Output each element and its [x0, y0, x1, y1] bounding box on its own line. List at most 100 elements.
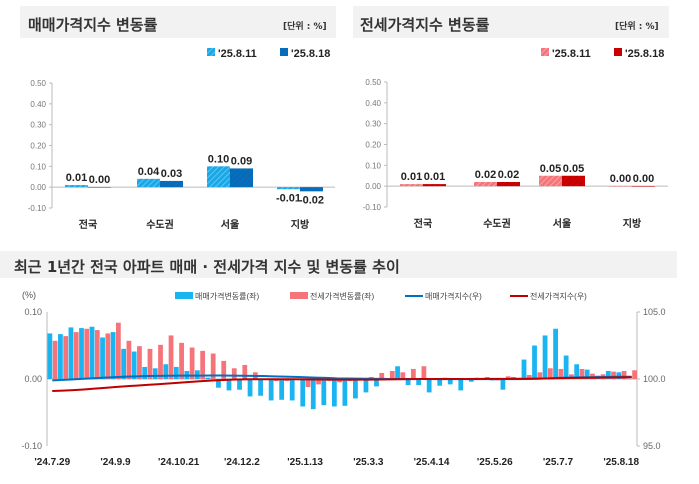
y-tick-label: 0.40 — [365, 99, 381, 108]
legend-label: 매매가격지수(우) — [425, 291, 482, 301]
jeonse-unit-label: [단위 : %] — [615, 22, 659, 32]
x-tick-label: '25.8.18 — [603, 457, 639, 468]
trend-bar-sale — [237, 379, 242, 390]
category-label: 지방 — [623, 217, 642, 230]
y-tick-label: 0.10 — [30, 162, 46, 171]
sale-unit-label: [단위 : %] — [283, 22, 327, 32]
legend-label: '25.8.18 — [291, 48, 330, 60]
data-label: 0.02 — [498, 169, 519, 181]
trend-bar-jeonse — [126, 340, 132, 379]
trend-bar-jeonse — [137, 346, 142, 379]
trend-bar-jeonse — [231, 368, 237, 379]
trend-bar-jeonse — [147, 348, 153, 379]
trend-bar-sale — [310, 379, 316, 410]
y-tick-label: 0.00 — [30, 183, 46, 192]
trend-bar-sale — [68, 327, 74, 379]
trend-bar-sale — [405, 379, 411, 386]
trend-bar-sale — [416, 379, 422, 386]
trend-bar-sale — [173, 366, 179, 379]
right-tick-label: 100.0 — [643, 374, 666, 384]
trend-bar-sale — [331, 379, 337, 407]
trend-bar-jeonse — [115, 322, 121, 379]
bar-지방-1 — [632, 186, 655, 187]
trend-bar-sale — [447, 379, 453, 385]
trend-bar-sale — [58, 334, 63, 379]
legend-swatch — [290, 292, 308, 299]
x-tick-label: '25.3.3 — [353, 457, 384, 468]
trend-bar-sale — [121, 348, 127, 379]
jeonse-panel-title: 전세가격지수 변동률 — [360, 16, 490, 34]
trend-bar-jeonse — [547, 368, 553, 379]
data-label: 0.00 — [610, 173, 631, 185]
legend-label: '25.8.11 — [218, 48, 257, 60]
legend-label: 전세가격변동률(좌) — [310, 291, 375, 301]
data-label: 0.05 — [540, 163, 561, 175]
data-label: -0.01 — [276, 192, 301, 204]
trend-bar-sale — [500, 379, 506, 390]
trend-bar-sale — [131, 351, 137, 379]
trend-bar-sale — [374, 379, 379, 387]
legend-label: '25.8.11 — [552, 48, 591, 60]
y-tick-label: 0.20 — [30, 142, 46, 151]
y-tick-label: -0.10 — [28, 204, 47, 213]
trend-bar-sale — [616, 372, 622, 379]
category-label: 지방 — [291, 218, 310, 231]
trend-bar-sale — [395, 366, 400, 379]
trend-bar-jeonse — [52, 340, 58, 379]
y-tick-label: 0.50 — [365, 78, 381, 87]
trend-bar-jeonse — [379, 372, 385, 379]
bar-수도권-1 — [160, 180, 183, 188]
trend-bar-sale — [79, 328, 84, 379]
trend-bar-jeonse — [210, 353, 216, 379]
bar-지방-0 — [609, 186, 632, 187]
trend-bar-jeonse — [505, 376, 511, 379]
trend-bar-jeonse — [158, 344, 163, 379]
trend-bar-sale — [89, 326, 95, 379]
data-label: 0.09 — [231, 155, 252, 167]
trend-bar-sale — [342, 379, 348, 406]
left-axis-unit: (%) — [22, 290, 36, 300]
y-tick-label: 0.10 — [365, 161, 381, 170]
trend-bar-jeonse — [421, 366, 427, 379]
trend-bar-sale — [553, 328, 558, 379]
trend-bar-jeonse — [305, 379, 311, 388]
trend-panel-header — [0, 251, 677, 278]
y-tick-label: 0.20 — [365, 141, 381, 150]
sale-panel-header — [20, 6, 336, 38]
trend-bar-jeonse — [189, 347, 195, 379]
sale-panel-title: 매매가격지수 변동률 — [28, 16, 158, 34]
legend-swatch — [175, 292, 193, 299]
x-tick-label: '24.9.9 — [100, 457, 131, 468]
data-label: -0.02 — [299, 194, 324, 206]
trend-bar-jeonse — [621, 370, 627, 379]
line-jeonse-index — [52, 376, 632, 393]
right-tick-label: 95.0 — [643, 441, 661, 451]
trend-bar-sale — [142, 366, 148, 379]
trend-bar-sale — [532, 345, 537, 379]
trend-bar-sale — [258, 379, 263, 396]
trend-bar-sale — [353, 379, 358, 399]
trend-bar-sale — [426, 379, 432, 393]
bar-서울-1 — [230, 168, 253, 188]
trend-bar-sale — [205, 377, 211, 379]
trend-bar-sale — [437, 379, 443, 386]
trend-bar-jeonse — [611, 371, 616, 379]
trend-bar-sale — [574, 364, 580, 379]
category-label: 수도권 — [146, 219, 174, 231]
left-tick-label: 0.00 — [24, 374, 42, 384]
trend-bar-jeonse — [632, 370, 637, 379]
trend-bar-jeonse — [389, 370, 395, 379]
trend-bar-sale — [47, 333, 53, 379]
bar-지방-1 — [300, 187, 323, 192]
trend-bar-jeonse — [94, 330, 100, 379]
left-tick-label: -0.10 — [21, 441, 42, 451]
bar-전국-0 — [65, 185, 88, 188]
trend-bar-sale — [268, 379, 274, 401]
right-tick-label: 105.0 — [643, 307, 666, 317]
category-label: 서울 — [553, 217, 571, 230]
trend-bar-jeonse — [579, 368, 585, 379]
legend-label: 매매가격변동률(좌) — [195, 291, 260, 301]
trend-bar-sale — [289, 379, 295, 401]
y-tick-label: 0.30 — [365, 120, 381, 129]
